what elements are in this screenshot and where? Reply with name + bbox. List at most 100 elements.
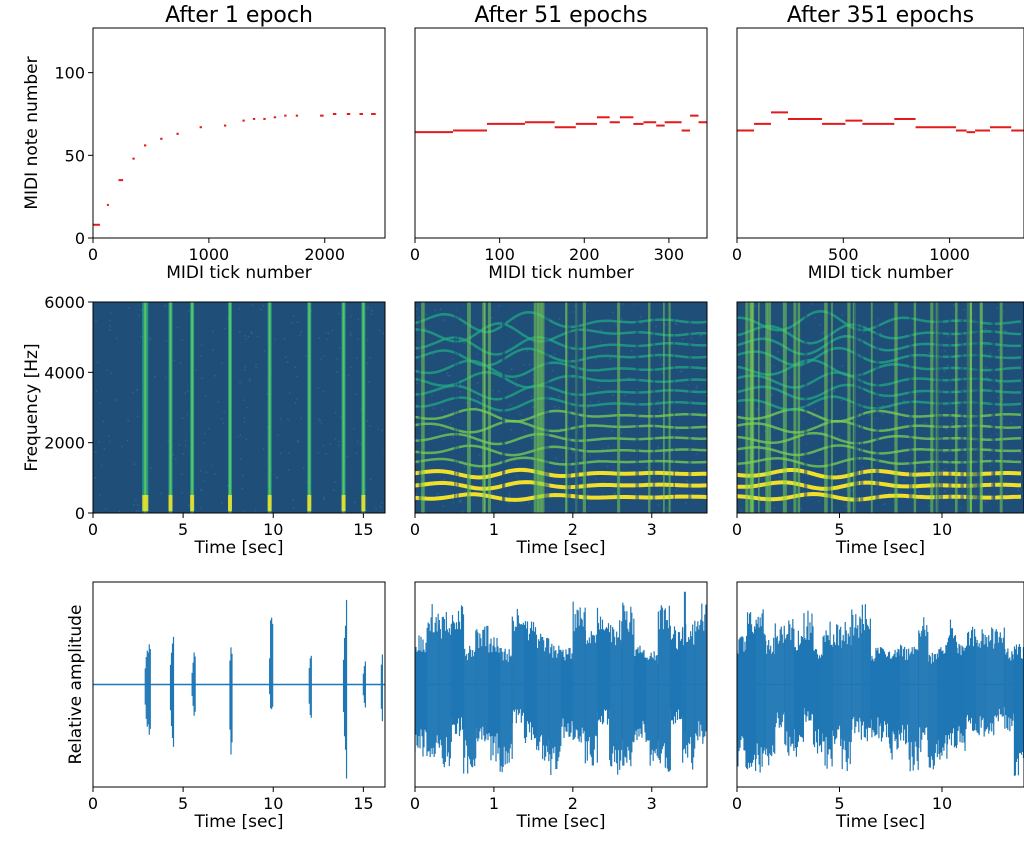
noise-speck [371,309,373,312]
noise-speck [277,434,279,436]
x-tick-label: 1000 [929,245,970,264]
noise-speck [843,378,846,381]
noise-speck [224,327,226,330]
noise-speck [320,423,323,425]
noise-speck [681,371,683,373]
noise-speck [655,325,657,328]
noise-speck [868,495,870,498]
axes-frame [92,301,386,514]
noise-speck [528,501,530,504]
noise-speck [101,464,103,467]
harmonic-band [415,322,707,343]
noise-speck [126,439,128,442]
noise-speck [958,428,960,430]
noise-speck [756,408,759,410]
noise-speck [532,406,534,408]
noise-speck [778,476,781,479]
noise-speck [319,420,321,422]
noise-speck [611,430,613,432]
noise-speck [322,355,325,357]
noise-speck [953,416,955,419]
noise-speck [916,393,919,396]
noise-speck [357,338,359,341]
noise-speck [204,395,207,398]
noise-speck [1008,458,1011,461]
segment-edge [972,302,977,513]
noise-speck [665,451,667,453]
noise-speck [132,503,135,506]
x-tick-label: 0 [88,520,98,539]
segment-edge [804,302,808,513]
noise-speck [868,413,871,416]
noise-speck [276,476,278,478]
noise-speck [800,387,802,389]
segment-edge [750,302,754,513]
noise-speck [818,459,821,461]
noise-speck [971,422,974,424]
noise-speck [94,451,97,453]
noise-speck [528,364,531,366]
noise-speck [370,313,373,315]
noise-speck [188,504,190,507]
noise-speck [764,430,766,432]
segment-edge [617,302,621,513]
noise-speck [424,327,427,330]
noise-speck [287,469,290,471]
noise-speck [850,405,853,408]
noise-speck [996,307,998,309]
panel-title: After 1 epoch [165,3,313,28]
noise-speck [221,418,223,420]
segment-edge [688,302,692,513]
segment-edge [418,302,422,513]
noise-speck [601,448,604,450]
noise-speck [1017,489,1020,492]
plot-area [93,599,385,779]
noise-speck [789,331,792,333]
noise-speck [220,501,223,504]
segment-edge [831,302,833,513]
noise-speck [367,306,369,309]
noise-speck [812,415,814,417]
noise-speck [754,305,757,307]
noise-speck [296,440,299,443]
noise-speck [453,436,455,438]
noise-speck [984,500,986,503]
plot-area [415,591,707,775]
noise-speck [217,401,219,403]
noise-speck [851,489,853,492]
noise-speck [325,331,328,334]
noise-speck [458,501,461,503]
noise-speck [212,330,214,333]
noise-speck [357,318,360,320]
noise-speck [452,357,454,360]
noise-speck [705,394,707,397]
noise-speck [238,308,241,310]
noise-speck [959,476,961,479]
noise-speck [478,454,481,457]
noise-speck [995,433,998,435]
noise-speck [738,464,740,467]
noise-speck [597,386,600,388]
plot-area [93,302,385,513]
noise-speck [182,453,185,455]
panel-title: After 351 epochs [787,3,974,28]
noise-speck [246,406,248,409]
noise-speck [436,493,439,495]
noise-speck [572,451,574,453]
noise-speck [334,412,337,414]
noise-speck [244,365,246,368]
noise-speck [186,413,188,416]
y-axis-label: MIDI note number [22,56,42,209]
noise-speck [574,305,576,307]
noise-speck [996,397,999,399]
x-axis-label: Time [sec] [835,812,925,832]
noise-speck [508,495,511,497]
noise-speck [509,404,512,406]
x-axis-label: Time [sec] [835,538,925,558]
noise-speck [383,452,385,455]
x-tick-label: 5 [834,794,844,813]
axes-frame [92,581,386,788]
noise-speck [658,410,660,413]
segment-edge [502,302,505,513]
noise-speck [459,383,462,386]
